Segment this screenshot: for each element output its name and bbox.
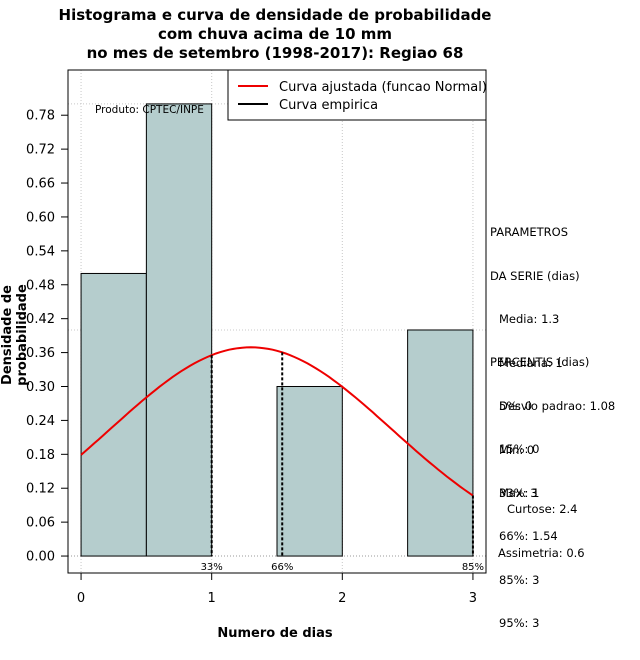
y-tick-label: 0.30 bbox=[26, 380, 55, 395]
moments-panel: Curtose: 2.4 Assimetria: 0.6 bbox=[498, 473, 585, 575]
param-median: Mediana: 1 bbox=[499, 355, 563, 370]
percentile-95: 95%: 3 bbox=[499, 616, 540, 630]
percentile-marker-label: 66% bbox=[271, 562, 293, 573]
y-tick-label: 0.48 bbox=[26, 278, 55, 293]
param-mean: Media: 1.3 bbox=[499, 312, 560, 326]
y-tick-label: 0.54 bbox=[26, 244, 55, 259]
y-tick-label: 0.18 bbox=[26, 448, 55, 463]
y-tick-label: 0.36 bbox=[26, 346, 55, 361]
param-min: Min: 0 bbox=[499, 442, 535, 457]
skewness: Assimetria: 0.6 bbox=[498, 545, 585, 560]
percentile-66: 66%: 1.54 bbox=[499, 529, 558, 543]
parameters-panel: PARAMETROS DA SERIE (dias) Media: 1.3 Me… bbox=[490, 196, 615, 515]
legend: Curva ajustada (funcao Normal) Curva emp… bbox=[227, 69, 487, 121]
percentile-15: 15%: 0 bbox=[499, 442, 540, 456]
percentile-markers: 33% 66% 85% bbox=[201, 352, 484, 573]
title-line-3: no mes de setembro (1998-2017): Regiao 6… bbox=[86, 44, 464, 62]
percentile-33: 33%: 1 bbox=[499, 485, 540, 500]
histogram-bar bbox=[407, 329, 474, 557]
legend-fitted-label: Curva ajustada (funcao Normal) bbox=[279, 80, 487, 95]
y-tick-label: 0.66 bbox=[26, 177, 55, 192]
x-axis: 0 1 2 3 bbox=[77, 572, 477, 606]
kurtosis: Curtose: 2.4 bbox=[507, 502, 578, 516]
fitted-normal-curve bbox=[80, 346, 474, 497]
y-axis: 0.00 0.06 0.12 0.18 0.24 0.30 0.36 0.42 0.48 0.54… bbox=[26, 109, 69, 565]
parameters-heading-2: DA SERIE (dias) bbox=[490, 268, 580, 283]
x-tick-label: 2 bbox=[338, 591, 346, 606]
legend-box bbox=[227, 69, 487, 121]
x-tick-label: 0 bbox=[77, 591, 85, 606]
percentiles-heading: PERCENTIS (dias) bbox=[490, 355, 590, 369]
percentiles-panel: PERCENTIS (dias) 5%: 0 15%: 0 33%: 1 66%… bbox=[490, 326, 589, 645]
y-axis-label: Densidade de probabilidade bbox=[0, 284, 30, 386]
percentile-marker-label: 85% bbox=[462, 562, 484, 573]
histogram-bar bbox=[80, 272, 147, 557]
histogram-bars bbox=[80, 103, 474, 557]
x-tick-label: 3 bbox=[469, 591, 477, 606]
percentile-85: 85%: 3 bbox=[499, 572, 540, 587]
parameters-heading-1: PARAMETROS bbox=[490, 225, 569, 239]
x-axis-label: Numero de dias bbox=[217, 626, 333, 641]
percentile-marker-label: 33% bbox=[201, 562, 223, 573]
percentile-5: 5%: 0 bbox=[499, 398, 533, 413]
chart-title: Histograma e curva de densidade de proba… bbox=[0, 6, 550, 63]
product-label: Produto: CPTEC/INPE bbox=[95, 104, 204, 116]
param-std: Desvio padrao: 1.08 bbox=[499, 399, 616, 413]
histogram-bar bbox=[276, 385, 343, 557]
y-tick-label: 0.42 bbox=[26, 312, 55, 327]
y-tick-label: 0.72 bbox=[26, 143, 55, 158]
title-line-2: com chuva acima de 10 mm bbox=[157, 25, 393, 43]
legend-empirical-label: Curva empirica bbox=[279, 98, 378, 113]
y-tick-label: 0.60 bbox=[26, 210, 55, 225]
histogram-bar bbox=[145, 103, 213, 557]
y-tick-label: 0.12 bbox=[26, 482, 55, 497]
param-max: Max: 3 bbox=[499, 486, 538, 500]
x-tick-label: 1 bbox=[208, 591, 216, 606]
y-tick-label: 0.24 bbox=[26, 414, 55, 429]
y-tick-label: 0.06 bbox=[26, 516, 55, 531]
y-tick-label: 0.00 bbox=[26, 550, 55, 565]
title-line-1: Histograma e curva de densidade de proba… bbox=[58, 6, 492, 24]
y-tick-label: 0.78 bbox=[26, 109, 55, 124]
